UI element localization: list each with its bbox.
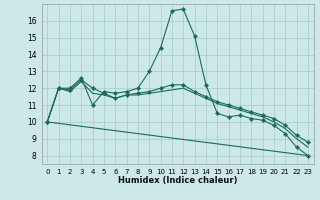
X-axis label: Humidex (Indice chaleur): Humidex (Indice chaleur) [118, 176, 237, 185]
